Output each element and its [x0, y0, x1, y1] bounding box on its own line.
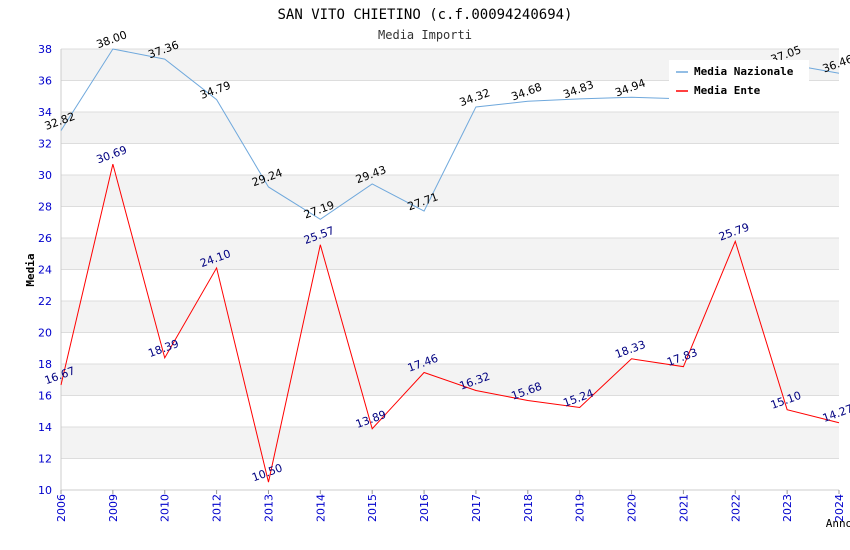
y-axis-ticks: 10 12 14 16 18 20 22 24 26 28 30 32 34 36 38: [38, 43, 52, 497]
x-tick-label: 2006: [55, 494, 68, 522]
y-tick-label: 18: [38, 358, 52, 371]
y-tick-label: 26: [38, 232, 52, 245]
y-axis-title: Media: [24, 253, 37, 286]
grid-band: [61, 112, 839, 144]
data-label: 38.00: [95, 28, 129, 51]
grid-band: [61, 427, 839, 459]
chart-title: SAN VITO CHIETINO (c.f.00094240694): [277, 7, 572, 23]
legend-label-media-nazionale: Media Nazionale: [694, 65, 794, 78]
y-tick-label: 34: [38, 106, 52, 119]
y-tick-label: 14: [38, 421, 52, 434]
legend: Media Nazionale Media Ente: [669, 60, 809, 102]
y-tick-label: 24: [38, 264, 52, 277]
data-label: 34.68: [510, 81, 544, 104]
x-tick-label: 2012: [211, 494, 224, 522]
x-tick-label: 2017: [470, 494, 483, 522]
x-tick-label: 2023: [781, 494, 794, 522]
legend-label-media-ente: Media Ente: [694, 84, 761, 97]
y-tick-label: 38: [38, 43, 52, 56]
data-label: 18.33: [613, 338, 647, 361]
plot-background: [61, 49, 839, 459]
x-tick-label: 2024: [833, 494, 846, 522]
grid-band: [61, 238, 839, 270]
x-axis-ticks: 2006 2009 2010 2012 2013 2014 2015 2016 2017 2018…: [55, 490, 846, 522]
grid-band: [61, 301, 839, 333]
x-tick-label: 2019: [574, 494, 587, 522]
data-label: 30.69: [95, 143, 129, 166]
x-axis-title: Anno: [826, 517, 850, 530]
y-tick-label: 36: [38, 75, 52, 88]
x-tick-label: 2018: [522, 494, 535, 522]
y-tick-label: 22: [38, 295, 52, 308]
x-tick-label: 2022: [729, 494, 742, 522]
x-tick-label: 2016: [418, 494, 431, 522]
y-tick-label: 32: [38, 138, 52, 151]
y-tick-label: 30: [38, 169, 52, 182]
y-tick-label: 12: [38, 453, 52, 466]
x-tick-label: 2013: [262, 494, 275, 522]
series-line-1: [60, 164, 840, 483]
grid-lines: [60, 48, 839, 491]
grid-band: [61, 175, 839, 207]
chart-subtitle: Media Importi: [378, 28, 472, 42]
y-tick-label: 10: [38, 484, 52, 497]
data-label: 10.50: [250, 461, 284, 484]
y-tick-label: 20: [38, 327, 52, 340]
x-tick-label: 2021: [677, 494, 690, 522]
x-tick-label: 2010: [159, 494, 172, 522]
data-label: 18.39: [147, 337, 181, 360]
data-label: 34.83: [561, 78, 595, 101]
grid-band: [61, 364, 839, 396]
y-tick-label: 16: [38, 390, 52, 403]
legend-box: [669, 60, 809, 102]
x-tick-label: 2009: [107, 494, 120, 522]
x-tick-label: 2014: [314, 494, 327, 522]
x-tick-label: 2015: [366, 494, 379, 522]
y-tick-label: 28: [38, 201, 52, 214]
x-tick-label: 2020: [626, 494, 639, 522]
